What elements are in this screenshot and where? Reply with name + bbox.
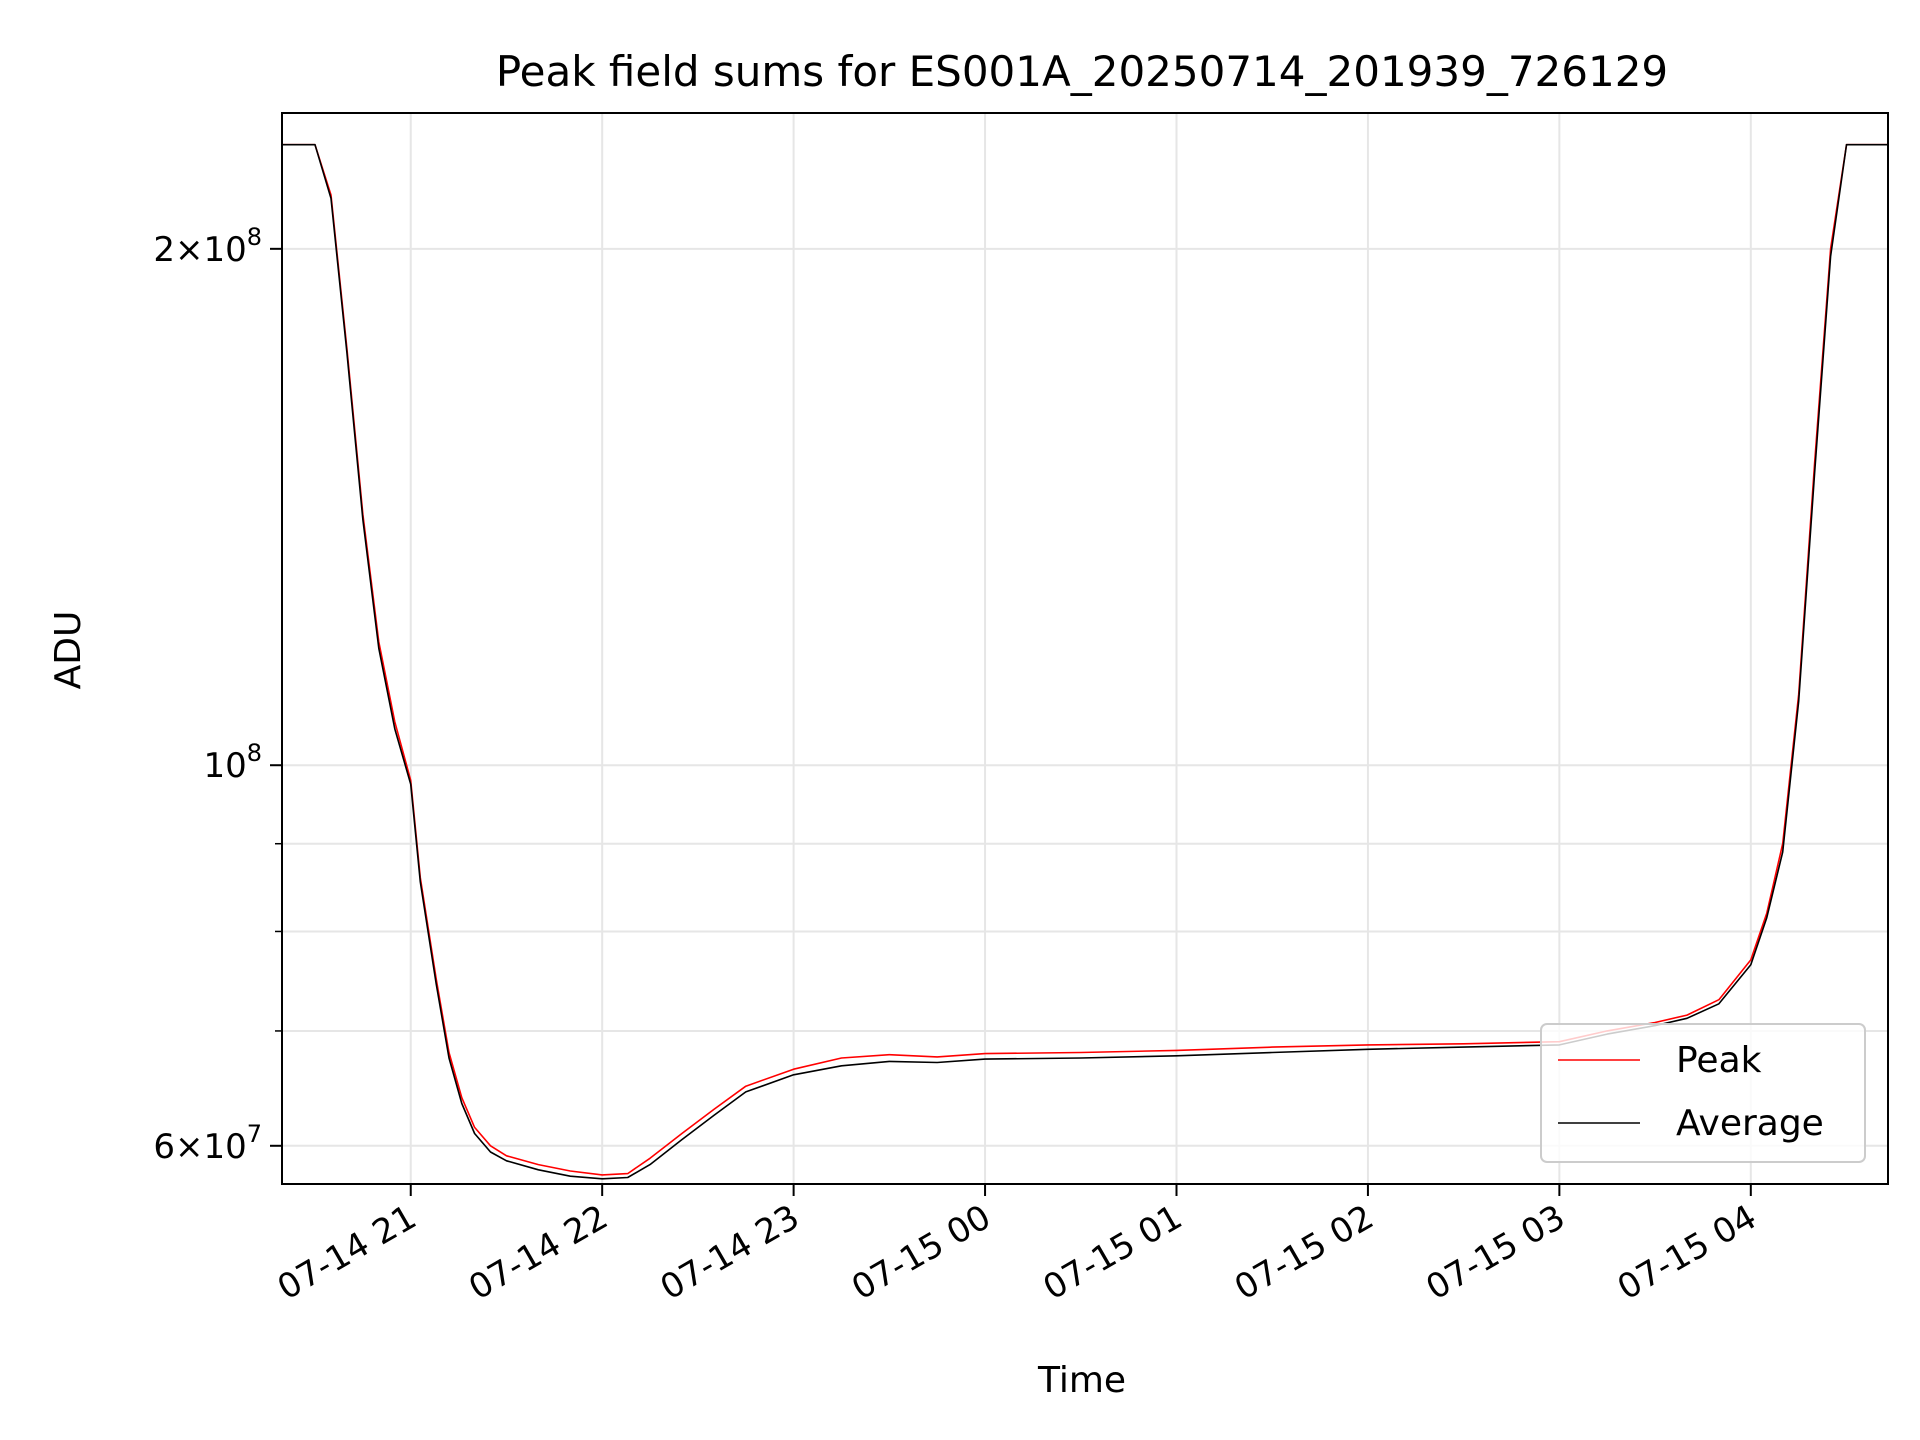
grid <box>282 113 1888 1184</box>
plot-frame <box>281 112 1889 1185</box>
legend-box <box>1540 1023 1866 1163</box>
y-tick-label: 2×108 <box>153 223 262 270</box>
y-axis-label: ADU <box>48 611 89 690</box>
y-tick-exponent: 7 <box>247 1120 262 1148</box>
legend-label-peak: Peak <box>1676 1040 1762 1081</box>
legend: Peak Average <box>1540 1023 1866 1163</box>
y-tick-exponent: 8 <box>247 223 262 251</box>
x-axis-label: Time <box>1037 1360 1126 1401</box>
legend-label-average: Average <box>1676 1103 1824 1144</box>
series-line-average <box>282 143 1888 1180</box>
series-layer <box>282 143 1888 1180</box>
y-tick-label: 6×107 <box>153 1120 262 1167</box>
y-tick-exponent: 8 <box>247 739 262 767</box>
chart-title: Peak field sums for ES001A_20250714_2019… <box>496 47 1668 96</box>
